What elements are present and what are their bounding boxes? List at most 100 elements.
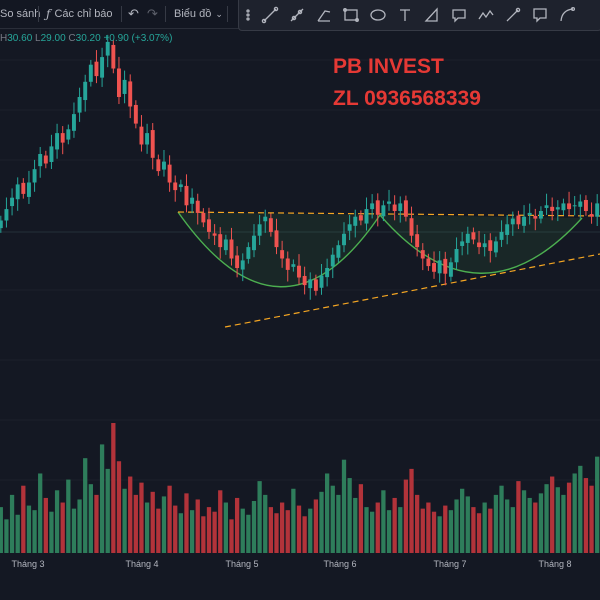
candle-body	[184, 185, 189, 206]
candle	[150, 123, 155, 170]
toolbar-divider	[38, 6, 39, 22]
candle-body	[533, 215, 538, 219]
candle-body	[544, 205, 549, 208]
candle-body	[465, 233, 470, 243]
candle	[477, 230, 482, 255]
volume-bar	[144, 502, 150, 553]
text-icon[interactable]	[394, 4, 416, 26]
fib-icon[interactable]	[313, 4, 335, 26]
volume-bar	[240, 508, 245, 553]
volume-bar	[218, 490, 223, 553]
candle-body	[167, 164, 172, 183]
candle-body	[595, 203, 600, 217]
volume-bar	[533, 502, 538, 553]
candle-body	[415, 234, 420, 248]
candle-body	[420, 250, 425, 259]
volume-bar	[375, 502, 380, 553]
candle-body	[325, 268, 330, 278]
volume-bar	[234, 497, 240, 553]
indicators-button[interactable]: ƒ Các chỉ báo	[46, 0, 113, 28]
candle-body	[398, 203, 403, 211]
volume-bar	[454, 499, 459, 553]
candle	[15, 177, 20, 211]
redo-button[interactable]: ↷	[147, 0, 158, 28]
ellipse-icon[interactable]	[367, 4, 389, 26]
volume-bar	[415, 494, 420, 553]
rectangle-icon[interactable]	[340, 4, 362, 26]
candle	[572, 195, 577, 216]
candle	[454, 237, 459, 270]
candle	[387, 189, 391, 211]
cup-fill	[178, 212, 582, 287]
undo-button[interactable]: ↶	[128, 0, 139, 28]
volume-bar	[521, 490, 527, 553]
candle	[10, 188, 15, 216]
candle-body	[392, 204, 397, 211]
drag-icon[interactable]	[241, 4, 263, 26]
toolbar-divider	[227, 6, 228, 22]
path-icon[interactable]	[421, 4, 443, 26]
candle	[392, 195, 397, 221]
candle-body	[173, 182, 178, 191]
volume-bar	[285, 510, 290, 553]
volume-bar	[122, 488, 127, 553]
candle-body	[353, 216, 358, 226]
candle	[460, 232, 465, 256]
callout-icon[interactable]	[448, 4, 470, 26]
candle-body	[257, 224, 262, 236]
pen-icon[interactable]	[502, 4, 524, 26]
candle	[595, 194, 600, 227]
volume-bar	[589, 485, 594, 553]
candle-body	[43, 155, 48, 164]
volume-bar	[128, 476, 133, 553]
volume-bar	[246, 514, 251, 553]
volume-bar	[111, 423, 116, 553]
candle	[308, 272, 313, 300]
candle	[77, 87, 82, 122]
volume-bar	[324, 473, 330, 553]
curve-icon[interactable]	[556, 4, 578, 26]
candle-body	[477, 242, 482, 248]
high-key: H	[0, 33, 8, 44]
candle-body	[488, 240, 493, 251]
candle-body	[274, 230, 279, 248]
candle-body	[454, 249, 459, 263]
note-icon[interactable]	[529, 4, 551, 26]
volume-bar	[94, 494, 99, 553]
candle-body	[0, 220, 3, 229]
candle-body	[162, 161, 166, 170]
candle-body	[308, 279, 313, 289]
candle-body	[26, 182, 31, 197]
chart-type-button[interactable]: Biểu đồ ⌄	[174, 0, 223, 28]
volume-bar	[116, 461, 122, 553]
volume-bar	[583, 478, 589, 553]
candle-body	[77, 97, 82, 113]
volume-bar	[201, 516, 206, 553]
candle	[162, 150, 166, 177]
volume-bar	[99, 444, 105, 553]
candle-body	[285, 258, 290, 270]
candle	[257, 214, 262, 246]
volume-bar	[71, 508, 77, 553]
drawing-toolbar	[238, 0, 600, 31]
candle-body	[195, 200, 200, 213]
candle-body	[370, 203, 375, 210]
compare-button[interactable]: So sánh	[0, 0, 40, 28]
volume-bar	[21, 485, 26, 553]
candle-body	[66, 129, 71, 140]
ray-icon[interactable]	[286, 4, 308, 26]
trend-line-icon[interactable]	[259, 4, 281, 26]
volume-bar	[341, 459, 347, 553]
watermark-line-2: ZL 0936568339	[333, 87, 481, 110]
polyline-icon[interactable]	[475, 4, 497, 26]
candle	[403, 195, 408, 222]
candle	[589, 202, 594, 224]
candle	[263, 209, 268, 233]
candle-body	[111, 44, 116, 69]
candle-body	[100, 57, 105, 78]
volume-bar	[409, 468, 414, 553]
candle-body	[139, 126, 144, 145]
volume-bar	[229, 519, 234, 553]
candle	[398, 196, 403, 223]
